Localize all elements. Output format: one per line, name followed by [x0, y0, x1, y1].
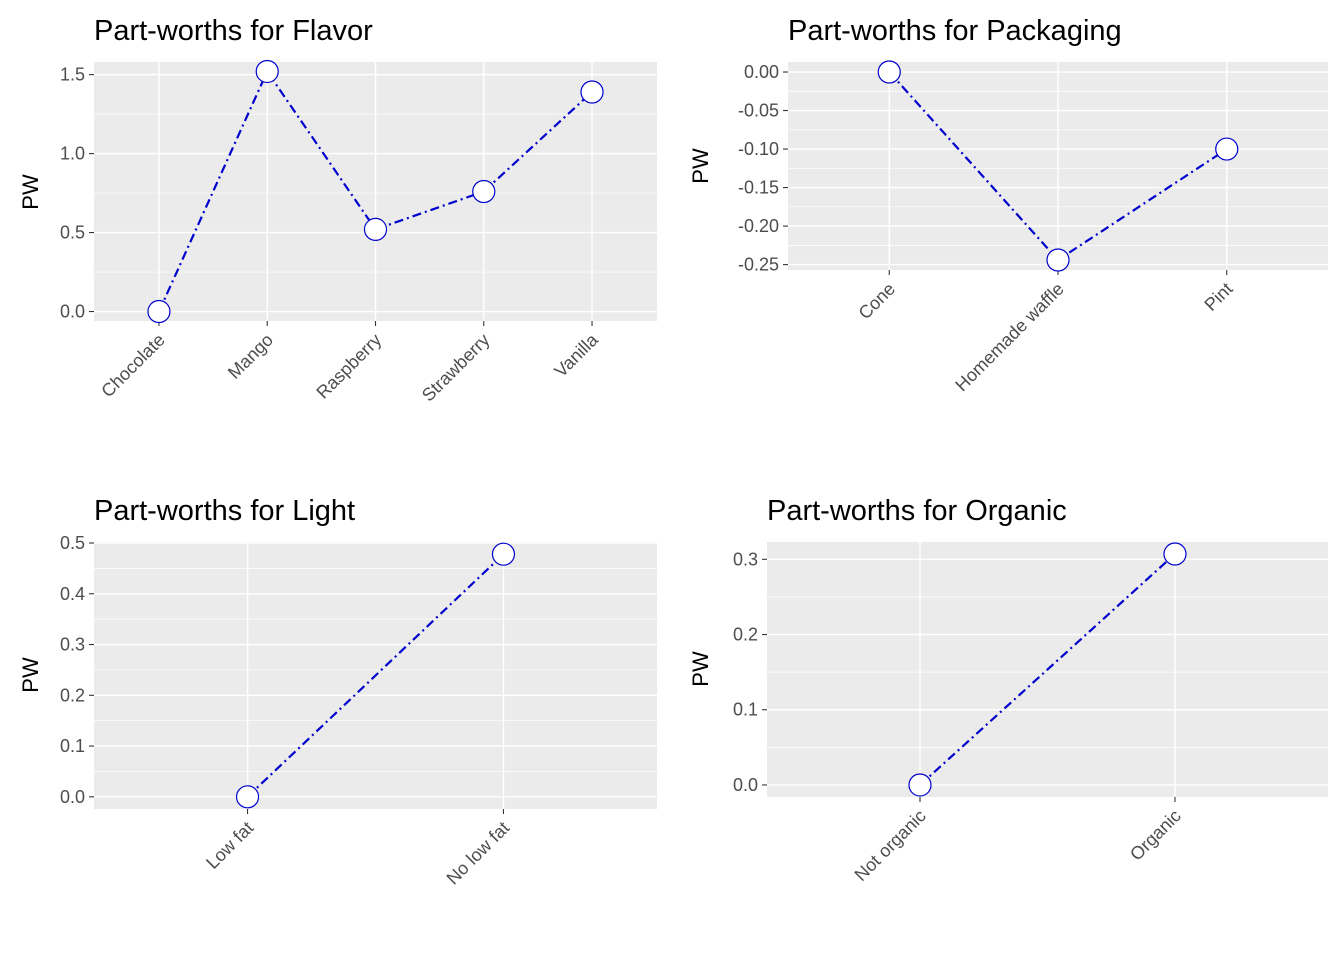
data-point [580, 80, 604, 104]
data-point [472, 179, 496, 204]
y-tick-label: -0.15 [738, 178, 779, 198]
y-tick-label: -0.25 [738, 255, 779, 275]
x-tick-label: No low fat [443, 818, 514, 889]
data-point [235, 785, 260, 809]
y-tick-label: -0.20 [738, 216, 779, 236]
y-axis-title: PW [688, 148, 713, 184]
y-axis-title: PW [688, 651, 713, 687]
data-point [491, 542, 516, 566]
x-tick-label: Homemade waffle [951, 279, 1067, 395]
chart-panel-2: 0.0 0.1 0.2 0.3 0.4 0.5 Low fat No low fat PW Par… [18, 495, 657, 888]
y-tick-label: 0.00 [744, 62, 779, 82]
data-point [1215, 137, 1239, 161]
data-point [147, 299, 171, 324]
x-tick-label: Mango [224, 330, 277, 383]
y-tick-label: 0.3 [60, 635, 85, 655]
x-tick-label: Vanilla [550, 329, 602, 381]
y-tick-label: 1.0 [60, 144, 85, 164]
y-tick-label: 0.5 [60, 223, 85, 243]
x-tick-label: Strawberry [418, 330, 494, 406]
x-tick-label: Cone [855, 279, 900, 324]
chart-panel-1: 0.00 -0.05 -0.10 -0.15 -0.20 -0.25 Cone Homemad… [688, 15, 1328, 395]
chart-title: Part-worths for Light [94, 495, 355, 527]
x-tick-label: Raspberry [312, 330, 385, 403]
y-tick-label: -0.05 [738, 101, 779, 121]
data-point [1163, 542, 1187, 566]
x-tick-label: Pint [1200, 279, 1236, 315]
chart-title: Part-worths for Packaging [788, 15, 1122, 47]
chart-title: Part-worths for Flavor [94, 15, 373, 47]
y-axis-title: PW [18, 657, 43, 693]
y-tick-label: -0.10 [738, 139, 779, 159]
x-tick-label: Organic [1126, 806, 1185, 865]
y-tick-label: 1.5 [60, 65, 85, 85]
series-line [919, 553, 1176, 786]
y-tick-label: 0.0 [60, 787, 85, 807]
y-tick-label: 0.5 [60, 533, 85, 553]
data-point [908, 773, 932, 797]
y-tick-label: 0.2 [60, 685, 85, 705]
x-tick-label: Not organic [851, 806, 930, 885]
y-tick-label: 0.0 [733, 775, 758, 795]
y-tick-label: 0.0 [60, 302, 85, 322]
chart-panel-0: 0.0 0.5 1.0 1.5 Chocolate Mango Raspberry Straw… [18, 15, 657, 405]
y-tick-label: 0.1 [60, 736, 85, 756]
data-point [877, 60, 901, 84]
data-point [1046, 248, 1070, 272]
y-tick-label: 0.2 [733, 625, 758, 645]
x-tick-label: Low fat [202, 818, 257, 873]
chart-title: Part-worths for Organic [767, 495, 1067, 527]
data-point [363, 217, 388, 242]
series-line [157, 69, 593, 312]
chart-panel-3: 0.0 0.1 0.2 0.3 Not organic Organic PW Part-wor… [688, 495, 1328, 885]
y-tick-label: 0.1 [733, 700, 758, 720]
data-point [255, 59, 279, 84]
series-line [246, 553, 505, 798]
y-tick-label: 0.4 [60, 584, 85, 604]
y-axis-title: PW [18, 174, 43, 210]
y-tick-label: 0.3 [733, 549, 758, 569]
x-tick-label: Chocolate [97, 330, 168, 401]
